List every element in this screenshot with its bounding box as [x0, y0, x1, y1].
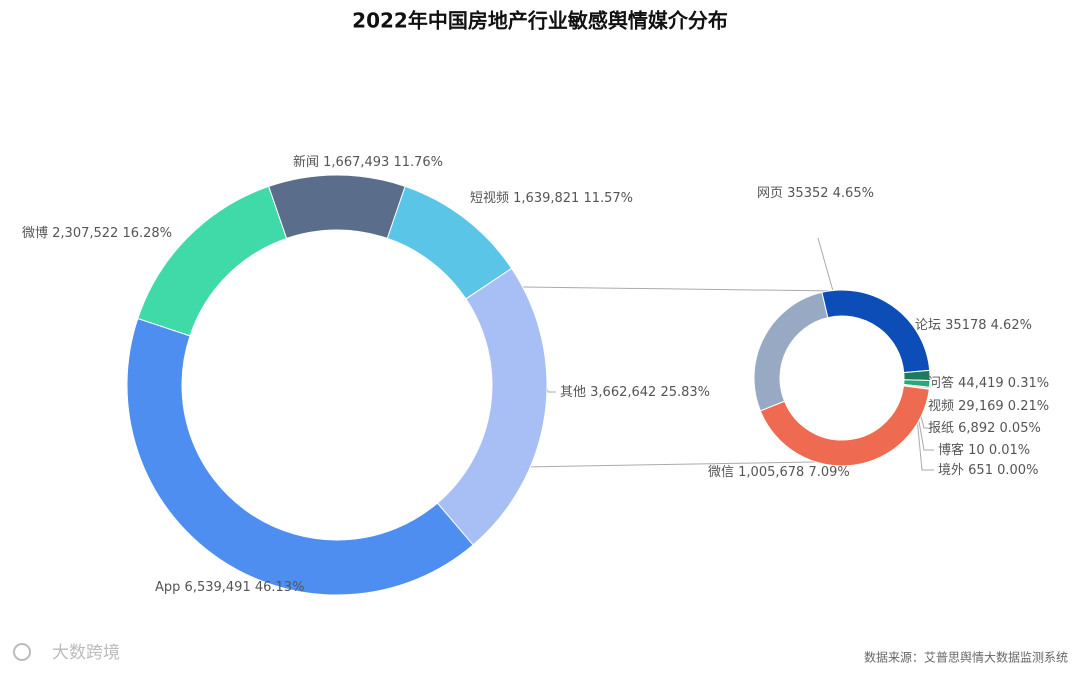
value-label: 651: [968, 463, 993, 478]
value-label: 35178: [945, 318, 986, 333]
value-label: 1,005,678: [738, 465, 804, 480]
value-label: 2,307,522: [52, 226, 118, 241]
category-label: 网页: [757, 186, 783, 201]
donut-segment: [753, 291, 829, 412]
connector: [522, 460, 869, 468]
percent-label: 0.21%: [1008, 399, 1049, 414]
category-label: 视频: [928, 399, 954, 414]
data-label: 网页 35352 4.65%: [757, 186, 874, 201]
category-label: 问答: [928, 375, 954, 391]
value-label: 6,539,491: [185, 580, 251, 595]
category-label: 微博: [22, 226, 48, 241]
donut-segment: [137, 185, 288, 337]
percent-label: 0.31%: [1008, 376, 1049, 391]
data-label: 微信 1,005,678 7.09%: [708, 465, 850, 480]
value-label: 3,662,642: [590, 385, 656, 400]
value-label: 1,639,821: [513, 191, 579, 206]
donut-segment: [903, 369, 931, 381]
data-label: 论坛 35178 4.62%: [915, 318, 1032, 333]
connector: [522, 286, 837, 292]
percent-label: 11.57%: [583, 191, 633, 206]
data-label: 新闻 1,667,493 11.76%: [293, 154, 443, 170]
category-label: 论坛: [915, 318, 941, 333]
data-label: 境外 651 0.00%: [938, 463, 1038, 478]
category-label: App: [155, 580, 180, 595]
leader-line: [817, 237, 834, 292]
donut-segment: [759, 385, 930, 467]
percent-label: 0.00%: [997, 463, 1038, 478]
data-label: 问答 44,419 0.31%: [928, 375, 1049, 391]
percent-label: 0.01%: [989, 443, 1030, 458]
donut-segment: [436, 267, 548, 546]
category-label: 新闻: [293, 154, 319, 170]
leader-line: [916, 417, 934, 471]
value-label: 6,892: [958, 421, 995, 436]
percent-label: 46.13%: [255, 580, 305, 595]
category-label: 境外: [938, 463, 964, 478]
logo-icon: [13, 643, 31, 661]
donut-segment: [267, 174, 406, 240]
data-label: 微博 2,307,522 16.28%: [22, 226, 172, 241]
value-label: 10: [968, 443, 985, 458]
data-label: App 6,539,491 46.13%: [155, 580, 304, 595]
source-note: 数据来源：艾普思舆情大数据监测系统: [864, 650, 1068, 665]
data-label: 博客 10 0.01%: [938, 442, 1030, 458]
category-label: 其他: [560, 385, 586, 400]
category-label: 博客: [938, 442, 964, 458]
percent-label: 4.65%: [833, 186, 874, 201]
leader-line: [917, 415, 934, 451]
percent-label: 0.05%: [1000, 421, 1041, 436]
value-label: 1,667,493: [323, 155, 389, 170]
value-label: 44,419: [958, 376, 1004, 391]
chart-title: 2022年中国房地产行业敏感舆情媒介分布: [352, 9, 728, 33]
value-label: 29,169: [958, 399, 1004, 414]
percent-label: 11.76%: [393, 155, 443, 170]
percent-label: 16.28%: [122, 226, 172, 241]
category-label: 微信: [708, 465, 734, 480]
data-label: 视频 29,169 0.21%: [928, 399, 1049, 414]
percent-label: 25.83%: [660, 385, 710, 400]
percent-label: 7.09%: [808, 465, 849, 480]
category-label: 短视频: [470, 191, 509, 206]
logo-text: 大数跨境: [52, 643, 120, 663]
category-label: 报纸: [928, 421, 954, 436]
data-label: 其他 3,662,642 25.83%: [560, 385, 710, 400]
donut-segment: [821, 289, 931, 374]
data-label: 报纸 6,892 0.05%: [928, 421, 1041, 436]
donut-segment: [126, 317, 474, 596]
percent-label: 4.62%: [991, 318, 1032, 333]
data-label: 短视频 1,639,821 11.57%: [470, 191, 633, 206]
value-label: 35352: [787, 186, 828, 201]
